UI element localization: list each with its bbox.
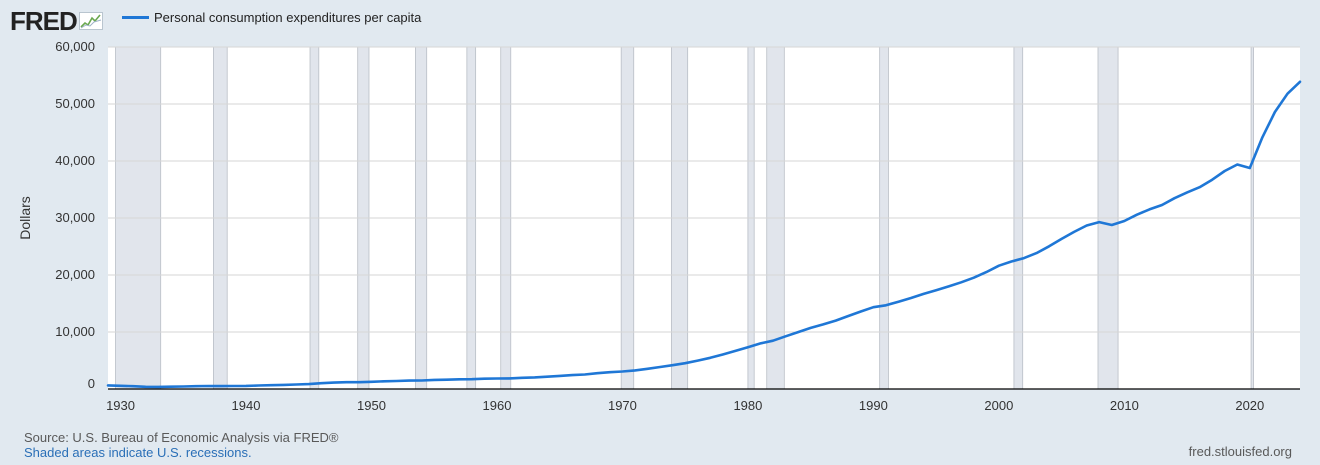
fred-logo[interactable]: FRED [10,6,103,36]
x-tick-label: 1960 [483,398,512,413]
legend-series-label: Personal consumption expenditures per ca… [154,10,422,25]
y-tick-label: 40,000 [55,153,95,168]
series-layer [106,80,1302,389]
y-axis-label: Dollars [17,196,33,240]
y-tick-label: 20,000 [55,267,95,282]
x-tick-label: 2000 [984,398,1013,413]
y-tick-label: 30,000 [55,210,95,225]
fred-chart-mark-icon [78,12,103,30]
x-tick-label: 1990 [859,398,888,413]
x-tick-label: 1930 [106,398,135,413]
gridlines [108,46,1300,333]
chart-legend: Personal consumption expenditures per ca… [122,10,421,25]
y-axis-ticks: 0 10,000 20,000 30,000 40,000 50,000 60,000 [55,39,95,391]
x-axis-ticks: 1930 1940 1950 1960 1970 1980 1990 2000 2010 2020 [106,398,1264,413]
x-tick-label: 1950 [357,398,386,413]
x-tick-label: 1940 [232,398,261,413]
source-citation: Source: U.S. Bureau of Economic Analysis… [24,430,339,445]
y-tick-label: 0 [88,376,95,391]
y-tick-label: 50,000 [55,96,95,111]
x-tick-label: 2020 [1235,398,1264,413]
site-url: fred.stlouisfed.org [1188,444,1292,459]
x-tick-label: 1970 [608,398,637,413]
x-tick-label: 1980 [733,398,762,413]
y-tick-label: 10,000 [55,324,95,339]
line-chart[interactable]: 0 10,000 20,000 30,000 40,000 50,000 60,000 19… [0,0,1320,430]
y-tick-label: 60,000 [55,39,95,54]
series-line[interactable] [106,80,1302,389]
legend-series-swatch [122,16,149,19]
fred-logo-text: FRED [10,6,78,36]
recession-note-link[interactable]: Shaded areas indicate U.S. recessions. [24,445,252,460]
x-tick-label: 2010 [1110,398,1139,413]
